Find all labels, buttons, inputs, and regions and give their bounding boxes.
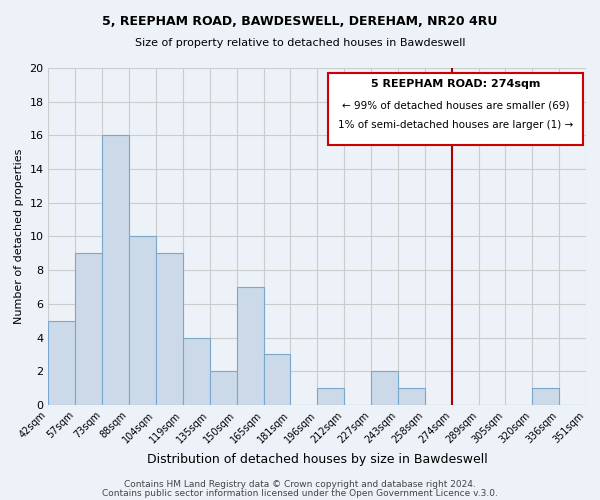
- Y-axis label: Number of detached properties: Number of detached properties: [14, 148, 24, 324]
- Text: 1% of semi-detached houses are larger (1) →: 1% of semi-detached houses are larger (1…: [338, 120, 573, 130]
- Text: Contains HM Land Registry data © Crown copyright and database right 2024.: Contains HM Land Registry data © Crown c…: [124, 480, 476, 489]
- Text: 5, REEPHAM ROAD, BAWDESWELL, DEREHAM, NR20 4RU: 5, REEPHAM ROAD, BAWDESWELL, DEREHAM, NR…: [103, 15, 497, 28]
- Bar: [49, 320, 76, 405]
- Text: ← 99% of detached houses are smaller (69): ← 99% of detached houses are smaller (69…: [342, 100, 569, 110]
- Bar: [532, 388, 559, 405]
- Text: Contains public sector information licensed under the Open Government Licence v.: Contains public sector information licen…: [102, 488, 498, 498]
- Bar: [263, 354, 290, 405]
- Bar: [317, 388, 344, 405]
- Bar: [236, 287, 263, 405]
- Bar: [102, 136, 129, 405]
- Bar: [156, 254, 183, 405]
- Text: 5 REEPHAM ROAD: 274sqm: 5 REEPHAM ROAD: 274sqm: [371, 79, 540, 89]
- Bar: [76, 254, 102, 405]
- Bar: [371, 371, 398, 405]
- Bar: [129, 236, 156, 405]
- X-axis label: Distribution of detached houses by size in Bawdeswell: Distribution of detached houses by size …: [147, 453, 488, 466]
- Bar: [398, 388, 425, 405]
- Bar: [210, 371, 236, 405]
- Text: Size of property relative to detached houses in Bawdeswell: Size of property relative to detached ho…: [135, 38, 465, 48]
- Bar: [183, 338, 210, 405]
